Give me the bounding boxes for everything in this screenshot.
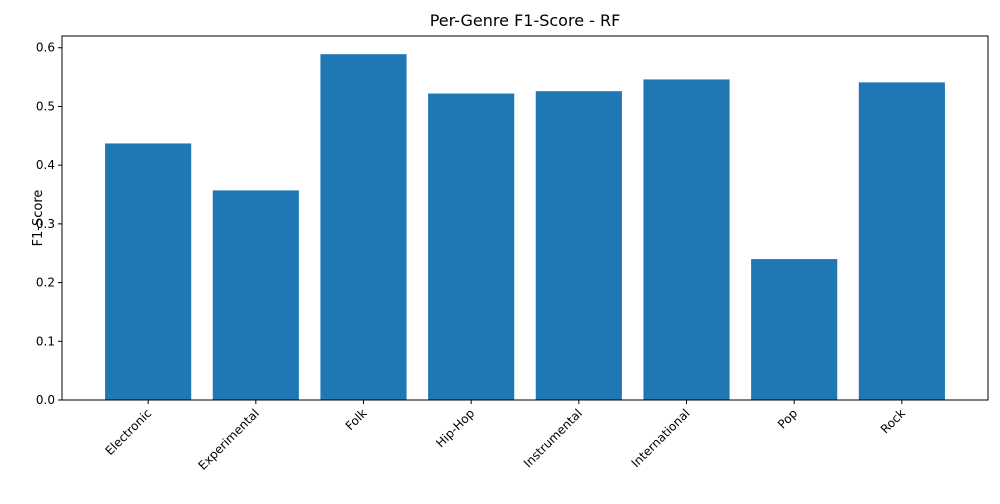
x-tick-label: Electronic (103, 406, 155, 458)
y-axis-ticks: 0.0 0.1 0.2 0.3 0.4 0.5 0.6 (36, 41, 62, 407)
bar-pop (751, 259, 838, 400)
y-tick-label: 0.2 (36, 276, 55, 290)
x-tick-label: International (629, 406, 693, 470)
bar-instrumental (535, 91, 622, 400)
y-tick-label: 0.5 (36, 99, 55, 113)
x-tick-label: Folk (343, 406, 370, 433)
y-tick-label: 0.1 (36, 334, 55, 348)
x-axis-ticks: Electronic Experimental Folk Hip-Hop Instrum… (103, 400, 908, 473)
bar-electronic (105, 143, 192, 400)
y-tick-label: 0.3 (36, 217, 55, 231)
bar-experimental (212, 190, 299, 400)
bar-rock (858, 82, 945, 400)
x-tick-label: Rock (878, 406, 908, 436)
bar-international (643, 79, 730, 400)
y-axis-label: F1-Score (31, 190, 46, 247)
plot-frame (61, 35, 989, 401)
x-tick-label: Experimental (195, 406, 261, 472)
x-tick-label: Instrumental (521, 406, 585, 470)
y-tick-label: 0.6 (36, 41, 55, 55)
bar-folk (320, 54, 407, 400)
chart-title: Per-Genre F1-Score - RF (430, 11, 621, 30)
bars-group (105, 54, 945, 400)
y-tick-label: 0.0 (36, 393, 55, 407)
x-tick-label: Pop (775, 406, 800, 431)
y-tick-label: 0.4 (36, 158, 55, 172)
x-tick-label: Hip-Hop (433, 406, 477, 450)
bar-hip-hop (428, 93, 515, 400)
